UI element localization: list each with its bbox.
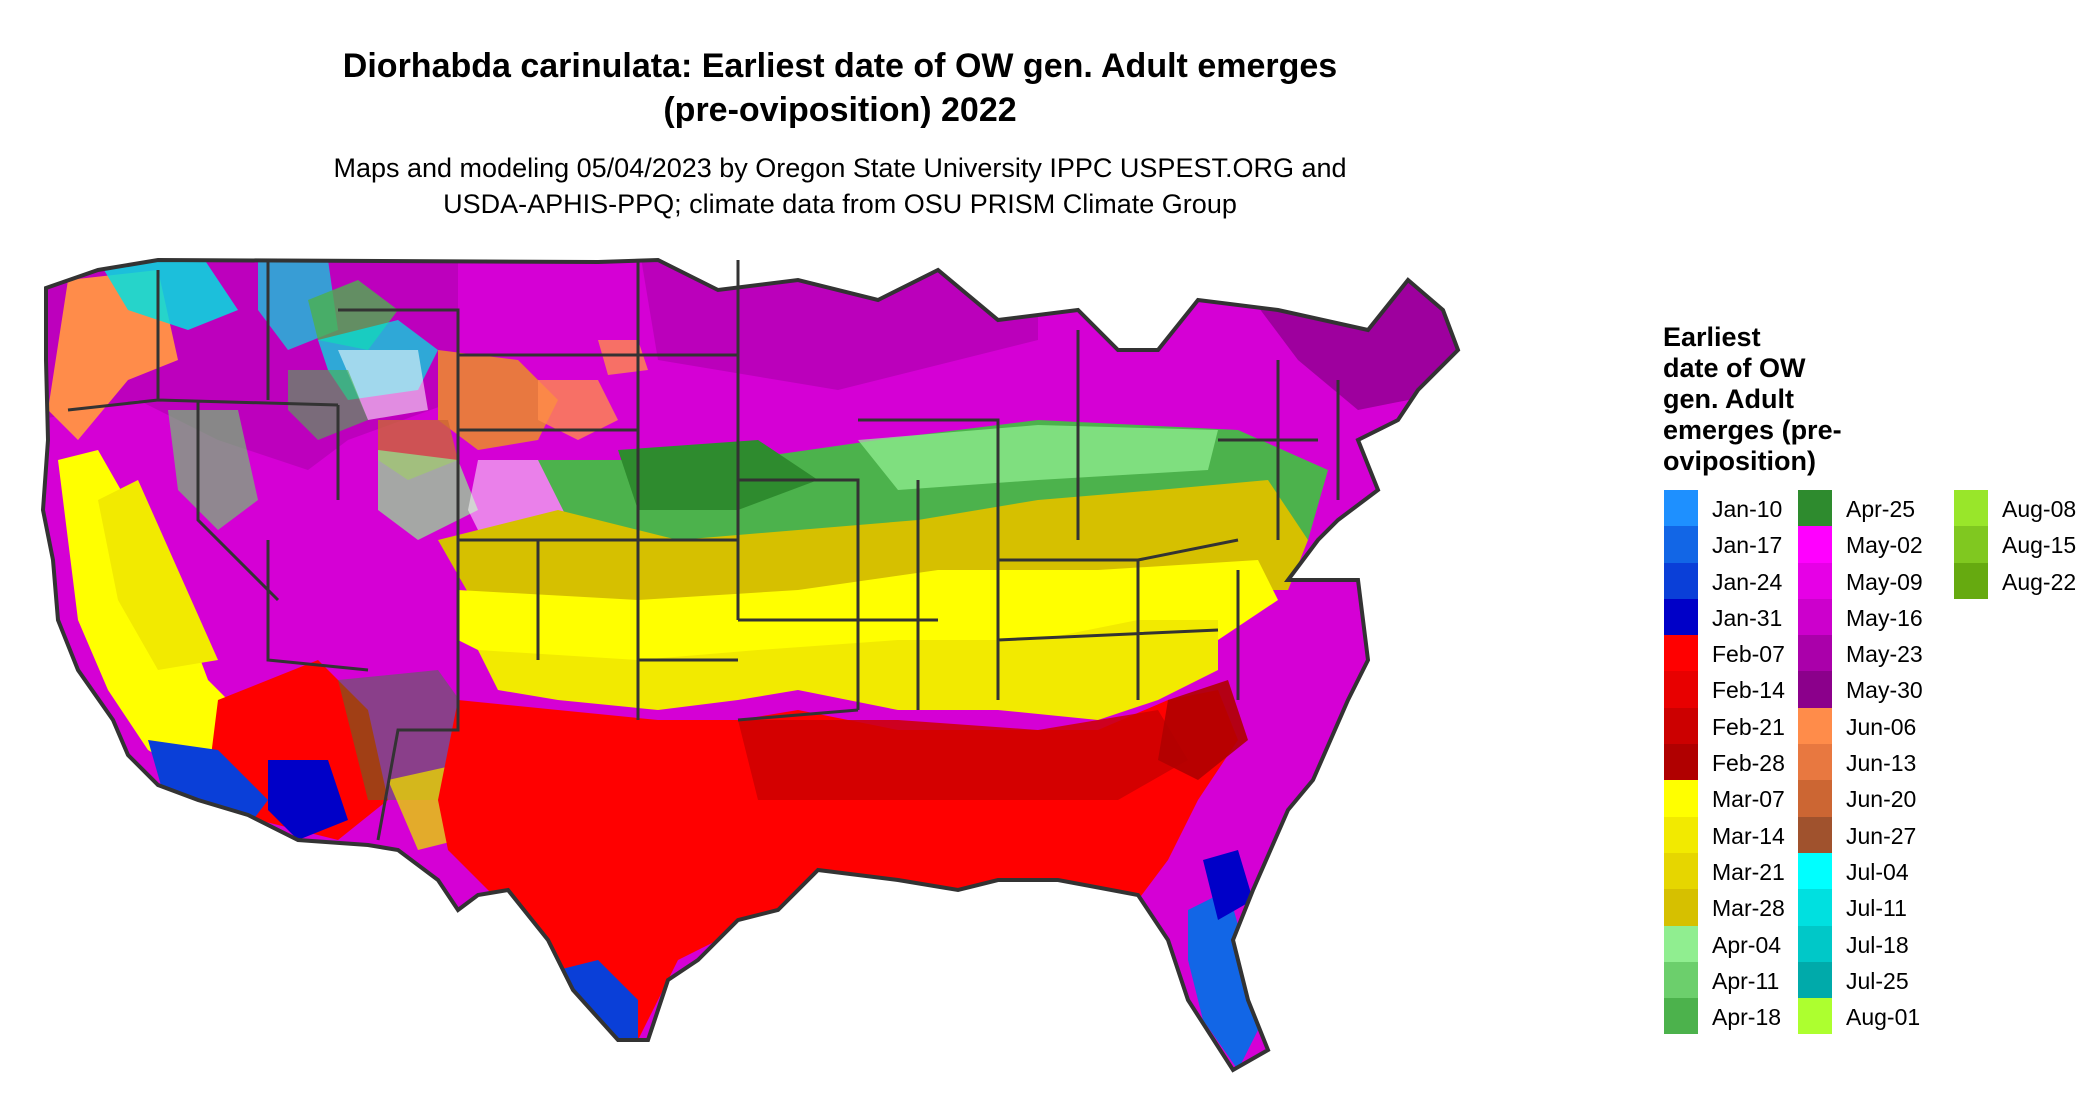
region-fill	[598, 340, 648, 375]
legend-swatch	[1798, 925, 1832, 962]
legend-title-line: emerges (pre-	[1663, 415, 1842, 445]
legend-swatch	[1798, 490, 1832, 527]
region-fill	[738, 710, 1188, 800]
legend-swatch	[1664, 635, 1698, 672]
state-border	[67, 260, 1340, 841]
legend-swatch	[1664, 925, 1698, 962]
legend-label: May-09	[1846, 568, 1923, 595]
legend-label: Jun-13	[1846, 750, 1917, 777]
legend-swatch	[1954, 562, 1988, 599]
legend-label: Aug-08	[2002, 496, 2077, 522]
region-fill	[618, 440, 818, 510]
map-fill	[43, 260, 1458, 1070]
legend-title-line: Earliest	[1663, 322, 1761, 352]
map-subtitle-line-2: USDA-APHIS-PPQ; climate data from OSU PR…	[443, 189, 1237, 219]
legend-swatch	[1664, 744, 1698, 781]
map-subtitle: Maps and modeling 05/04/2023 by Oregon S…	[230, 150, 1450, 222]
legend-label: Apr-18	[1712, 1004, 1782, 1031]
legend-label: May-30	[1846, 677, 1923, 704]
legend-swatch	[1664, 816, 1698, 853]
map-title-line-2: (pre-oviposition) 2022	[663, 91, 1017, 129]
legend-swatch	[1798, 998, 1832, 1035]
region-fill	[268, 760, 348, 840]
legend-label: Feb-14	[1712, 677, 1785, 704]
region-fill	[538, 380, 618, 440]
legend-swatch	[1664, 598, 1698, 636]
map-subtitle-line-1: Maps and modeling 05/04/2023 by Oregon S…	[333, 153, 1347, 183]
legend-label: Jun-20	[1846, 786, 1917, 813]
legend-swatch	[1798, 744, 1832, 781]
legend-label: Feb-21	[1712, 713, 1785, 740]
legend-swatch	[1798, 852, 1832, 890]
legend-label: Aug-22	[2002, 568, 2077, 595]
legend-label: Mar-21	[1712, 858, 1785, 885]
legend-swatch	[1664, 671, 1698, 708]
legend-swatch	[1664, 707, 1698, 745]
legend-label: Feb-07	[1712, 641, 1785, 668]
region-fill	[98, 260, 238, 330]
legend-swatch	[1798, 889, 1832, 926]
legend-label: Jun-06	[1846, 713, 1917, 740]
legend-swatch	[1798, 707, 1832, 745]
legend-label: May-23	[1846, 641, 1923, 668]
region-fill	[438, 350, 558, 450]
legend-swatch	[1954, 526, 1988, 563]
legend-swatch	[1954, 490, 1988, 527]
region-fill	[858, 425, 1218, 490]
legend-label: Apr-11	[1712, 967, 1780, 994]
legend-label: Aug-01	[1846, 1004, 1921, 1031]
legend-swatch	[1798, 780, 1832, 817]
legend-label: Jun-27	[1846, 822, 1917, 849]
legend-title-line: oviposition)	[1663, 446, 1816, 476]
region-fill	[1203, 850, 1253, 920]
legend-label: Mar-07	[1712, 786, 1785, 813]
us-map	[41, 258, 1460, 1072]
legend-label: Jan-24	[1712, 568, 1783, 595]
map-title: Diorhabda carinulata: Earliest date of O…	[230, 44, 1450, 132]
legend-label: May-02	[1846, 532, 1923, 559]
region-fill	[98, 480, 218, 670]
legend-label: Jul-04	[1846, 858, 1909, 885]
legend-label: Jan-10	[1712, 496, 1783, 522]
legend-swatch	[1798, 598, 1832, 636]
legend-label: Jan-31	[1712, 604, 1783, 631]
legend-swatch	[1664, 998, 1698, 1035]
map-title-line-1: Diorhabda carinulata: Earliest date of O…	[342, 47, 1338, 85]
state-borders	[67, 260, 1340, 841]
legend-title: Earliest date of OW gen. Adult emerges (…	[1663, 322, 1893, 477]
legend-label: Jul-11	[1846, 895, 1907, 922]
legend-title-line: date of OW	[1663, 353, 1806, 383]
legend-title-line: gen. Adult	[1663, 384, 1794, 414]
legend-swatch	[1798, 671, 1832, 708]
legend-swatch	[1664, 490, 1698, 527]
legend-swatch	[1664, 780, 1698, 817]
legend-swatch	[1664, 562, 1698, 599]
region-fill	[1158, 680, 1248, 780]
legend-label: Jul-25	[1846, 967, 1909, 994]
legend-swatch	[1798, 635, 1832, 672]
legend-swatch	[1798, 816, 1832, 853]
legend-label: Mar-28	[1712, 895, 1785, 922]
legend-swatch	[1798, 526, 1832, 563]
legend-swatch	[1798, 562, 1832, 599]
legend-swatch	[1798, 961, 1832, 999]
region-fill	[478, 620, 1218, 720]
legend-label: Mar-14	[1712, 822, 1785, 849]
legend-label: May-16	[1846, 604, 1923, 631]
region-fill	[378, 450, 478, 540]
region-fill	[168, 410, 258, 530]
legend-label: Apr-04	[1712, 931, 1782, 958]
legend-swatch	[1664, 961, 1698, 999]
region-fill	[558, 960, 638, 1050]
legend-swatch	[1664, 526, 1698, 563]
legend-swatch	[1664, 889, 1698, 926]
legend-swatch	[1664, 852, 1698, 890]
legend-label: Apr-25	[1846, 496, 1916, 522]
legend-label: Jan-17	[1712, 532, 1783, 559]
legend-label: Jul-18	[1846, 931, 1909, 958]
legend-label: Feb-28	[1712, 750, 1785, 777]
legend-label: Aug-15	[2002, 532, 2077, 559]
